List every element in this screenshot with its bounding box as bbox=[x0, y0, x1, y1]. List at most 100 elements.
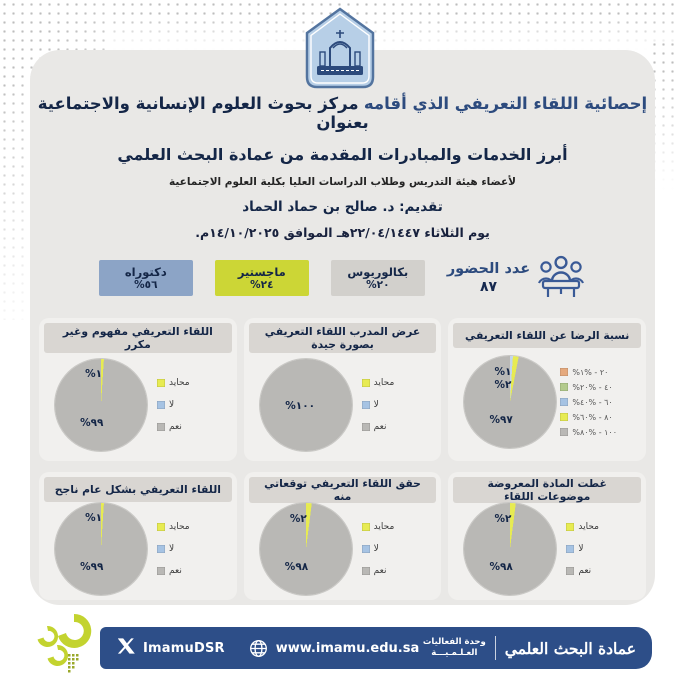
chart-legend: محايد لا نعم bbox=[352, 378, 437, 432]
pie-graphic bbox=[464, 356, 557, 448]
pie-chart: %٢ %٩٨ bbox=[259, 503, 352, 595]
chart-title: نسبة الرضا عن اللقاء التعريفي bbox=[453, 323, 641, 348]
header: إحصائية اللقاء التعريفي الذي أقامه مركز … bbox=[30, 50, 655, 240]
legend-label: محايد bbox=[169, 377, 190, 388]
legend-swatch bbox=[560, 398, 569, 406]
chart-body: %٢ %٩٨ محايد لا نعم bbox=[453, 503, 641, 595]
legend-item: محايد bbox=[361, 522, 437, 532]
legend-label: %١٠٠ - %٨٠ bbox=[572, 427, 618, 437]
pie-graphic bbox=[55, 502, 147, 595]
audience-line: لأعضاء هيئة التدريس وطلاب الدراسات العلي… bbox=[169, 176, 516, 188]
pie-data-label: %٩٨ bbox=[284, 561, 309, 574]
legend-label: نعم bbox=[578, 566, 592, 576]
chart-legend: محايد لا نعم bbox=[352, 522, 437, 576]
legend-item: %٦٠ - %٤٠ bbox=[560, 398, 641, 407]
pie-graphic bbox=[464, 503, 557, 595]
title-bold-part: مركز بحوث العلوم الإنسانية والاجتماعية ب… bbox=[37, 94, 369, 132]
stats-row: عدد الحضور ٨٧ بكالوريوس %٢٠ ماجستير %٢٤ … bbox=[30, 253, 655, 303]
legend-swatch bbox=[361, 400, 370, 409]
chart-legend: %٢٠ - %١ %٤٠ - %٢٠ %٦٠ - %٤٠ %٨٠ - %٦٠ %١٠٠ … bbox=[556, 368, 641, 437]
legend-item: لا bbox=[157, 400, 232, 410]
pie-graphic bbox=[259, 358, 352, 451]
legend-label: نعم bbox=[373, 421, 387, 432]
globe-icon bbox=[249, 639, 268, 658]
legend-label: %٨٠ - %٦٠ bbox=[572, 412, 613, 422]
legend-item: %٤٠ - %٢٠ bbox=[560, 383, 641, 392]
x-handle: ImamuDSR bbox=[143, 640, 225, 656]
presenter-line: تقديم: د. صالح بن حماد الحماد bbox=[242, 199, 443, 215]
legend-item: محايد bbox=[566, 522, 641, 532]
halftone-dots-top bbox=[110, 0, 680, 50]
pie-data-label: %٩٧ bbox=[489, 414, 513, 427]
legend-label: محايد bbox=[373, 377, 395, 388]
chart-panel: عرض المدرب اللقاء التعريفي بصورة جيدة %١٠… bbox=[243, 318, 442, 461]
pie-chart: %١ %٢ %٩٧ bbox=[464, 356, 557, 448]
legend-label: محايد bbox=[578, 522, 599, 532]
chart-body: %٢ %٩٨ محايد لا نعم bbox=[249, 503, 437, 595]
chart-title: حقق اللقاء التعريفي توقعاتي منه bbox=[248, 477, 437, 503]
pie-data-label: %٢ bbox=[494, 378, 512, 391]
degree-value: %٥٦ bbox=[134, 279, 158, 292]
legend-swatch bbox=[560, 413, 569, 421]
chart-legend: محايد لا نعم bbox=[147, 522, 232, 576]
chart-panel: نسبة الرضا عن اللقاء التعريفي %١ %٢ %٩٧ %٢٠ … bbox=[448, 318, 646, 461]
footer-divider bbox=[494, 636, 496, 660]
legend-item: نعم bbox=[361, 421, 437, 432]
chart-legend: محايد لا نعم bbox=[556, 522, 641, 576]
pie-data-label: %١ bbox=[494, 365, 512, 378]
chart-title: اللقاء التعريفي مفهوم وغير مكرر bbox=[44, 323, 232, 353]
chart-panel: غطت المادة المعروضة موضوعات اللقاء %٢ %٩٨ م… bbox=[448, 472, 646, 600]
degree-value: %٢٠ bbox=[366, 279, 390, 292]
legend-swatch bbox=[157, 522, 165, 531]
degree-label: دكتوراه bbox=[124, 264, 167, 279]
pie-data-label: %١٠٠ bbox=[285, 400, 316, 413]
website-url: www.imamu.edu.sa bbox=[275, 640, 420, 656]
chart-body: %١ %٩٩ محايد لا نعم bbox=[44, 502, 232, 595]
legend-item: نعم bbox=[157, 422, 232, 432]
legend-label: %٦٠ - %٤٠ bbox=[572, 397, 613, 407]
legend-label: لا bbox=[373, 399, 379, 410]
legend-item: لا bbox=[157, 544, 232, 554]
legend-swatch bbox=[566, 567, 575, 575]
pie-data-label: %١ bbox=[85, 368, 103, 381]
events-unit-label: وحدة الفعاليات العـلـمـيـــة bbox=[423, 637, 486, 659]
pie-data-label: %٢ bbox=[494, 512, 512, 525]
degree-box-bachelor: بكالوريوس %٢٠ bbox=[330, 260, 425, 296]
pie-chart: %٢ %٩٨ bbox=[464, 503, 557, 595]
pie-chart: %١٠٠ bbox=[259, 358, 352, 451]
legend-label: لا bbox=[578, 544, 584, 554]
legend-item: لا bbox=[566, 544, 641, 554]
legend-item: %١٠٠ - %٨٠ bbox=[560, 428, 641, 437]
legend-label: لا bbox=[169, 543, 175, 554]
attendance-label: عدد الحضور bbox=[446, 261, 531, 277]
event-title: أبرز الخدمات والمبادرات المقدمة من عمادة… bbox=[117, 145, 568, 164]
legend-swatch bbox=[157, 378, 165, 387]
attendance-block: عدد الحضور ٨٧ bbox=[447, 253, 586, 303]
chart-body: %١ %٩٩ محايد لا نعم bbox=[44, 353, 232, 456]
chart-body: %١ %٢ %٩٧ %٢٠ - %١ %٤٠ - %٢٠ %٦٠ - %٤٠ %٨٠ - %… bbox=[453, 348, 641, 456]
legend-swatch bbox=[566, 545, 575, 553]
legend-label: %٢٠ - %١ bbox=[572, 367, 609, 377]
footer-bar: ImamuDSR www.imamu.edu.sa وحدة الفعاليات… bbox=[100, 627, 652, 669]
legend-swatch bbox=[361, 378, 370, 387]
legend-swatch bbox=[566, 523, 575, 531]
legend-label: نعم bbox=[169, 565, 182, 576]
legend-label: نعم bbox=[373, 566, 387, 576]
pie-data-label: %٢ bbox=[289, 512, 307, 525]
legend-swatch bbox=[157, 544, 165, 553]
chart-panel: اللقاء التعريفي مفهوم وغير مكرر %١ %٩٩ محاي… bbox=[39, 318, 237, 461]
chart-title: عرض المدرب اللقاء التعريفي بصورة جيدة bbox=[248, 323, 437, 353]
pie-graphic bbox=[55, 358, 147, 451]
legend-item: نعم bbox=[361, 566, 437, 576]
chart-body: %١٠٠ محايد لا نعم bbox=[249, 353, 437, 456]
attendance-text: عدد الحضور ٨٧ bbox=[447, 261, 530, 295]
legend-item: %٢٠ - %١ bbox=[560, 368, 641, 377]
legend-item: نعم bbox=[157, 566, 232, 576]
pie-chart: %١ %٩٩ bbox=[55, 502, 147, 595]
degree-box-master: ماجستير %٢٤ bbox=[214, 260, 309, 296]
pie-data-label: %٩٩ bbox=[80, 416, 104, 429]
legend-swatch bbox=[361, 567, 370, 575]
legend-swatch bbox=[560, 428, 569, 436]
legend-swatch bbox=[157, 566, 165, 575]
